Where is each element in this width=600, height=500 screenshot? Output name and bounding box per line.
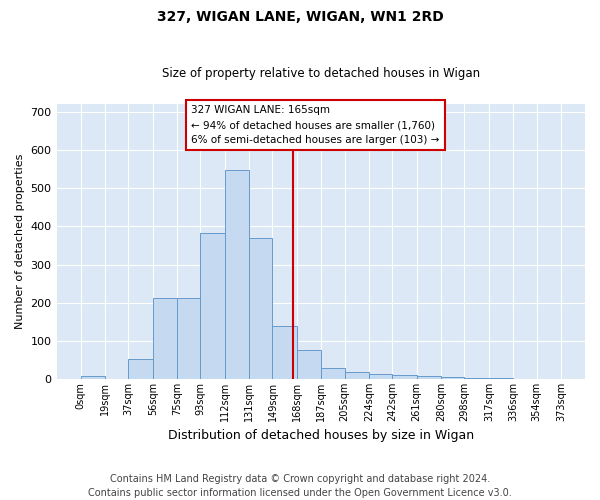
- Bar: [464, 378, 489, 379]
- Bar: [80, 376, 105, 379]
- Bar: [272, 326, 297, 379]
- Bar: [322, 368, 344, 379]
- Bar: [297, 350, 322, 379]
- Bar: [344, 372, 369, 379]
- Bar: [249, 238, 272, 379]
- Bar: [417, 376, 441, 379]
- Bar: [369, 374, 392, 379]
- Text: 327 WIGAN LANE: 165sqm
← 94% of detached houses are smaller (1,760)
6% of semi-d: 327 WIGAN LANE: 165sqm ← 94% of detached…: [191, 106, 440, 145]
- Bar: [489, 378, 514, 379]
- Text: 327, WIGAN LANE, WIGAN, WN1 2RD: 327, WIGAN LANE, WIGAN, WN1 2RD: [157, 10, 443, 24]
- Title: Size of property relative to detached houses in Wigan: Size of property relative to detached ho…: [162, 66, 480, 80]
- Y-axis label: Number of detached properties: Number of detached properties: [15, 154, 25, 330]
- Text: Contains HM Land Registry data © Crown copyright and database right 2024.
Contai: Contains HM Land Registry data © Crown c…: [88, 474, 512, 498]
- Bar: [200, 234, 225, 379]
- Bar: [152, 298, 177, 379]
- X-axis label: Distribution of detached houses by size in Wigan: Distribution of detached houses by size …: [168, 430, 474, 442]
- Bar: [177, 298, 200, 379]
- Bar: [392, 375, 417, 379]
- Bar: [128, 359, 152, 379]
- Bar: [225, 170, 249, 379]
- Bar: [441, 377, 464, 379]
